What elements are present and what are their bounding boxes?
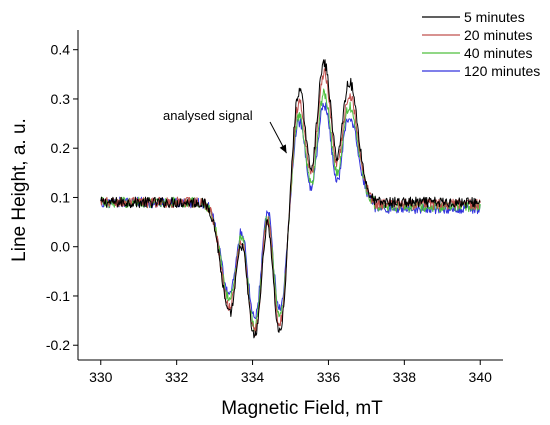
x-tick-label: 336 [317,369,341,385]
axes-group [77,30,503,361]
series-line-2 [100,88,481,332]
x-axis-title: Magnetic Field, mT [221,398,383,419]
y-tick-label: 0.1 [51,189,71,205]
legend-label-2: 40 minutes [464,45,532,61]
y-axis-title: Line Height, a. u. [9,118,30,262]
ticks-group: 330 332 334 336 338 340 -0.2 -0.1 0.0 0.1 0.2 0.3 0.… [46,42,492,385]
x-tick-label: 332 [165,369,189,385]
annotation: analysed signal [163,108,287,154]
y-tick-label: 0.3 [51,91,71,107]
y-tick-label: -0.1 [46,288,70,304]
y-tick-label: 0.2 [51,140,71,156]
x-tick-label: 338 [393,369,417,385]
series-group [100,59,481,339]
series-line-0 [100,59,481,339]
legend-label-1: 20 minutes [464,27,532,43]
legend-label-3: 120 minutes [464,63,540,79]
x-tick-label: 330 [89,369,113,385]
y-tick-label: -0.2 [46,337,70,353]
x-tick-label: 334 [241,369,265,385]
y-tick-label: 0.4 [51,42,71,58]
legend: 5 minutes 20 minutes 40 minutes 120 minu… [422,9,540,79]
y-tick-label: 0.0 [51,239,71,255]
x-tick-label: 340 [469,369,493,385]
legend-label-0: 5 minutes [464,9,525,25]
annotation-arrowhead [279,144,287,154]
annotation-label: analysed signal [163,108,253,123]
